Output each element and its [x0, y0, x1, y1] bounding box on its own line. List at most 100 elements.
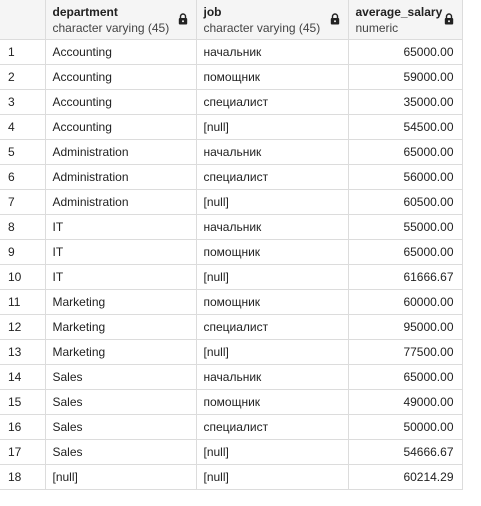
- row-number-cell[interactable]: 5: [0, 139, 46, 165]
- average-salary-cell[interactable]: 49000.00: [348, 389, 463, 415]
- job-cell[interactable]: специалист: [196, 164, 349, 190]
- column-type: character varying (45): [203, 21, 321, 35]
- department-cell[interactable]: IT: [45, 239, 197, 265]
- row-number-header[interactable]: [0, 0, 46, 40]
- row-number-cell[interactable]: 3: [0, 89, 46, 115]
- row-number-cell[interactable]: 1: [0, 39, 46, 65]
- department-cell[interactable]: Accounting: [45, 89, 197, 115]
- department-cell[interactable]: Sales: [45, 389, 197, 415]
- average-salary-cell[interactable]: 65000.00: [348, 239, 463, 265]
- job-cell[interactable]: помощник: [196, 289, 349, 315]
- table-row[interactable]: 13 Marketing [null] 77500.00: [0, 339, 463, 365]
- table-row[interactable]: 3 Accounting специалист 35000.00: [0, 89, 463, 115]
- average-salary-cell[interactable]: 95000.00: [348, 314, 463, 340]
- job-cell[interactable]: помощник: [196, 389, 349, 415]
- department-cell[interactable]: IT: [45, 264, 197, 290]
- table-row[interactable]: 17 Sales [null] 54666.67: [0, 439, 463, 465]
- table-row[interactable]: 12 Marketing специалист 95000.00: [0, 314, 463, 340]
- job-cell[interactable]: [null]: [196, 189, 349, 215]
- job-cell[interactable]: [null]: [196, 439, 349, 465]
- table-row[interactable]: 7 Administration [null] 60500.00: [0, 189, 463, 215]
- row-number-cell[interactable]: 9: [0, 239, 46, 265]
- job-cell[interactable]: [null]: [196, 339, 349, 365]
- department-cell[interactable]: Administration: [45, 189, 197, 215]
- average-salary-cell[interactable]: 59000.00: [348, 64, 463, 90]
- row-number-cell[interactable]: 11: [0, 289, 46, 315]
- department-cell[interactable]: [null]: [45, 464, 197, 490]
- average-salary-cell[interactable]: 65000.00: [348, 364, 463, 390]
- department-cell[interactable]: Sales: [45, 414, 197, 440]
- department-cell[interactable]: Marketing: [45, 314, 197, 340]
- department-cell[interactable]: Marketing: [45, 339, 197, 365]
- lock-icon: [444, 13, 453, 25]
- lock-icon: [330, 13, 339, 25]
- row-number-cell[interactable]: 10: [0, 264, 46, 290]
- job-cell[interactable]: [null]: [196, 264, 349, 290]
- table-row[interactable]: 11 Marketing помощник 60000.00: [0, 289, 463, 315]
- table-row[interactable]: 4 Accounting [null] 54500.00: [0, 114, 463, 140]
- department-cell[interactable]: Accounting: [45, 39, 197, 65]
- job-cell[interactable]: помощник: [196, 239, 349, 265]
- job-cell[interactable]: помощник: [196, 64, 349, 90]
- column-header-department[interactable]: department character varying (45): [45, 0, 197, 40]
- table-row[interactable]: 1 Accounting начальник 65000.00: [0, 39, 463, 65]
- average-salary-cell[interactable]: 35000.00: [348, 89, 463, 115]
- row-number-cell[interactable]: 12: [0, 314, 46, 340]
- average-salary-cell[interactable]: 60214.29: [348, 464, 463, 490]
- column-name: average_salary: [355, 5, 443, 19]
- average-salary-cell[interactable]: 50000.00: [348, 414, 463, 440]
- average-salary-cell[interactable]: 77500.00: [348, 339, 463, 365]
- row-number-cell[interactable]: 4: [0, 114, 46, 140]
- lock-icon: [178, 13, 187, 25]
- job-cell[interactable]: начальник: [196, 139, 349, 165]
- row-number-cell[interactable]: 13: [0, 339, 46, 365]
- average-salary-cell[interactable]: 65000.00: [348, 139, 463, 165]
- job-cell[interactable]: [null]: [196, 464, 349, 490]
- average-salary-cell[interactable]: 54500.00: [348, 114, 463, 140]
- row-number-cell[interactable]: 17: [0, 439, 46, 465]
- job-cell[interactable]: [null]: [196, 114, 349, 140]
- job-cell[interactable]: специалист: [196, 414, 349, 440]
- average-salary-cell[interactable]: 55000.00: [348, 214, 463, 240]
- table-row[interactable]: 16 Sales специалист 50000.00: [0, 414, 463, 440]
- job-cell[interactable]: специалист: [196, 89, 349, 115]
- average-salary-cell[interactable]: 60500.00: [348, 189, 463, 215]
- department-cell[interactable]: Sales: [45, 364, 197, 390]
- row-number-cell[interactable]: 8: [0, 214, 46, 240]
- department-cell[interactable]: Administration: [45, 164, 197, 190]
- table-row[interactable]: 9 IT помощник 65000.00: [0, 239, 463, 265]
- department-cell[interactable]: Marketing: [45, 289, 197, 315]
- table-row[interactable]: 10 IT [null] 61666.67: [0, 264, 463, 290]
- row-number-cell[interactable]: 15: [0, 389, 46, 415]
- department-cell[interactable]: Accounting: [45, 64, 197, 90]
- row-number-cell[interactable]: 18: [0, 464, 46, 490]
- table-row[interactable]: 15 Sales помощник 49000.00: [0, 389, 463, 415]
- table-row[interactable]: 5 Administration начальник 65000.00: [0, 139, 463, 165]
- table-row[interactable]: 18 [null] [null] 60214.29: [0, 464, 463, 490]
- table-row[interactable]: 14 Sales начальник 65000.00: [0, 364, 463, 390]
- department-cell[interactable]: Accounting: [45, 114, 197, 140]
- job-cell[interactable]: начальник: [196, 364, 349, 390]
- row-number-cell[interactable]: 2: [0, 64, 46, 90]
- result-table: department character varying (45) job ch…: [0, 0, 463, 490]
- row-number-cell[interactable]: 16: [0, 414, 46, 440]
- job-cell[interactable]: начальник: [196, 214, 349, 240]
- department-cell[interactable]: IT: [45, 214, 197, 240]
- table-row[interactable]: 2 Accounting помощник 59000.00: [0, 64, 463, 90]
- average-salary-cell[interactable]: 65000.00: [348, 39, 463, 65]
- average-salary-cell[interactable]: 56000.00: [348, 164, 463, 190]
- job-cell[interactable]: специалист: [196, 314, 349, 340]
- average-salary-cell[interactable]: 54666.67: [348, 439, 463, 465]
- column-header-job[interactable]: job character varying (45): [196, 0, 349, 40]
- row-number-cell[interactable]: 6: [0, 164, 46, 190]
- department-cell[interactable]: Administration: [45, 139, 197, 165]
- table-row[interactable]: 8 IT начальник 55000.00: [0, 214, 463, 240]
- average-salary-cell[interactable]: 61666.67: [348, 264, 463, 290]
- job-cell[interactable]: начальник: [196, 39, 349, 65]
- average-salary-cell[interactable]: 60000.00: [348, 289, 463, 315]
- department-cell[interactable]: Sales: [45, 439, 197, 465]
- column-header-average-salary[interactable]: average_salary numeric: [348, 0, 463, 40]
- table-row[interactable]: 6 Administration специалист 56000.00: [0, 164, 463, 190]
- row-number-cell[interactable]: 7: [0, 189, 46, 215]
- row-number-cell[interactable]: 14: [0, 364, 46, 390]
